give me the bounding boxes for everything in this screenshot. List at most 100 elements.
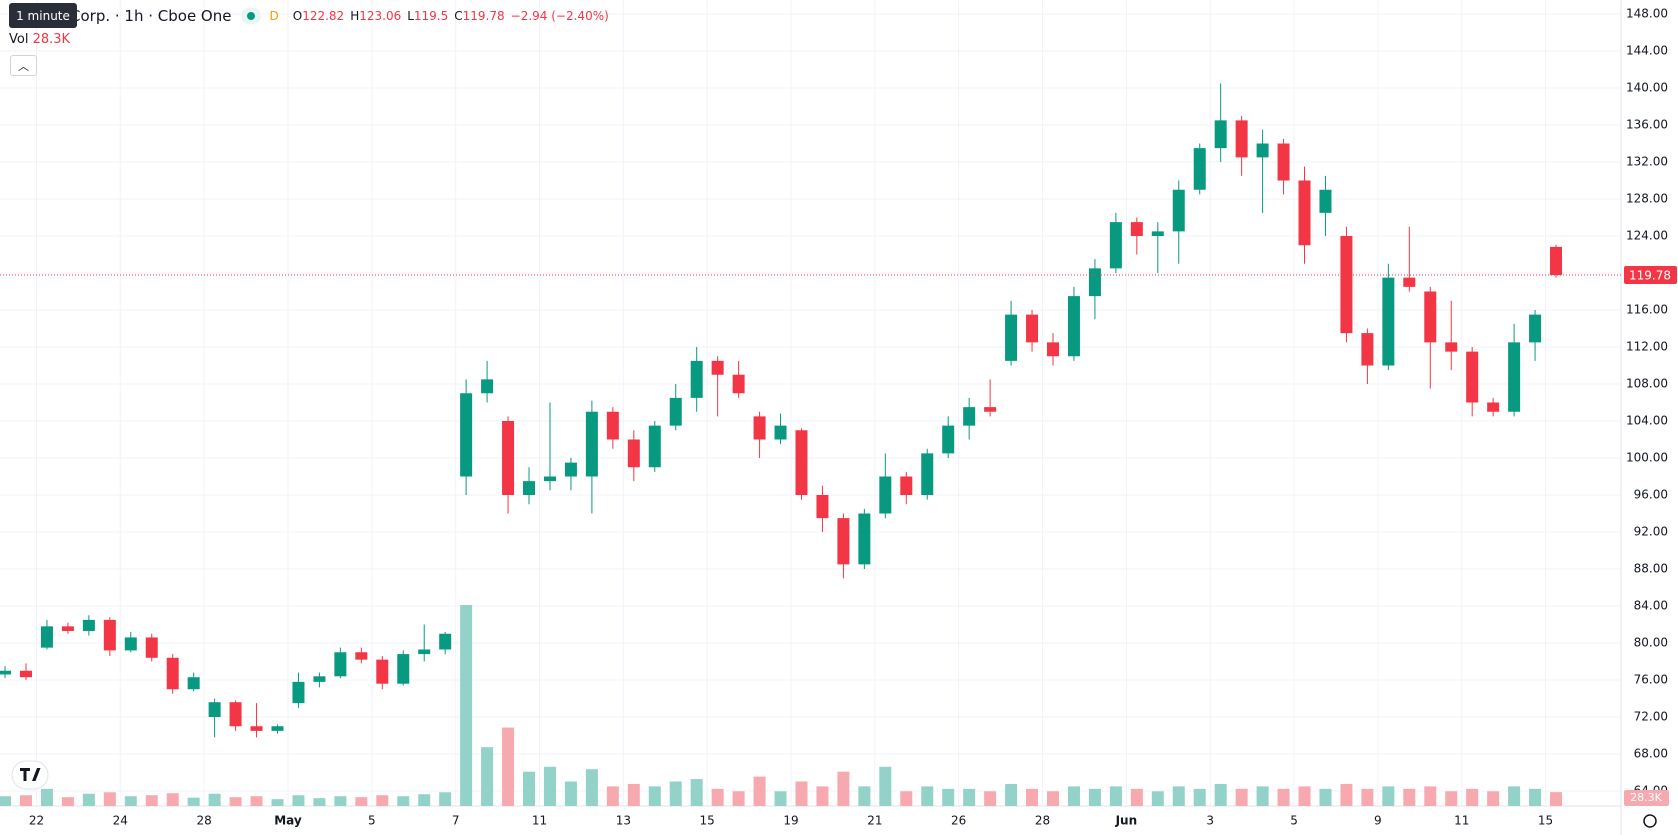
- volume-bar: [1109, 786, 1122, 806]
- volume-bar: [543, 766, 556, 806]
- candle-body: [82, 619, 95, 631]
- candle-body: [1109, 222, 1122, 269]
- timeframe-badge[interactable]: D: [269, 9, 279, 23]
- candle-body: [460, 393, 473, 477]
- last-price-label: 119.78: [1629, 269, 1671, 283]
- settings-icon[interactable]: [1643, 814, 1657, 828]
- candle-body: [1424, 291, 1437, 343]
- logo-badge: [11, 760, 49, 790]
- candle-body: [1445, 342, 1458, 352]
- volume-bar: [1047, 791, 1060, 806]
- volume-bar: [124, 796, 137, 806]
- volume-bar: [669, 781, 682, 806]
- volume-bar: [690, 779, 703, 806]
- volume-bar: [145, 795, 158, 806]
- volume-bar: [774, 791, 787, 806]
- candle-body: [711, 360, 724, 375]
- y-tick-label: 116.00: [1626, 303, 1668, 317]
- volume-bar: [523, 771, 536, 806]
- candle-body: [1256, 143, 1269, 158]
- open-value: 122.82: [302, 9, 345, 23]
- x-tick-label: 13: [616, 814, 631, 828]
- volume-bar: [1005, 783, 1018, 806]
- volume-bar: [942, 788, 955, 806]
- x-tick-label: 5: [368, 814, 376, 828]
- volume-bar: [1026, 788, 1039, 806]
- x-tick-label: 5: [1290, 814, 1298, 828]
- volume-bar: [334, 796, 347, 806]
- candle-body: [627, 439, 640, 468]
- candle-body: [0, 670, 12, 675]
- volume-bar: [1508, 786, 1521, 806]
- volume-bar: [397, 796, 410, 806]
- volume-bar: [1550, 792, 1563, 806]
- candle-body: [732, 374, 745, 394]
- candle-body: [543, 476, 556, 482]
- volume-bar: [1424, 786, 1437, 806]
- volume-bar: [61, 797, 74, 806]
- candle-body: [1235, 120, 1248, 158]
- volume-bar: [564, 781, 577, 806]
- volume-bar: [502, 727, 515, 806]
- y-tick-label: 96.00: [1634, 488, 1668, 502]
- candle-body: [208, 702, 221, 717]
- x-tick-label: 19: [783, 814, 798, 828]
- y-tick-label: 80.00: [1634, 636, 1668, 650]
- volume-bar: [355, 797, 368, 806]
- volume-bar: [82, 793, 95, 806]
- volume-legend: Vol 28.3K: [9, 32, 70, 47]
- y-tick-label: 88.00: [1634, 562, 1668, 576]
- y-tick-label: 124.00: [1626, 229, 1668, 243]
- y-tick-label: 140.00: [1626, 81, 1668, 95]
- candle-body: [690, 360, 703, 398]
- candle-body: [481, 379, 494, 394]
- collapse-button[interactable]: ︿: [10, 55, 37, 76]
- candle-body: [1172, 189, 1185, 232]
- volume-bar: [1466, 788, 1479, 806]
- candle-body: [397, 654, 410, 684]
- x-tick-label: 22: [29, 814, 44, 828]
- candle-body: [61, 626, 74, 631]
- y-tick-label: 68.00: [1634, 747, 1668, 761]
- volume-bar: [795, 781, 808, 806]
- symbol-legend: Corp. · 1h · Cboe One D O 122.82 H 123.06 …: [70, 5, 609, 27]
- volume-bar: [1214, 783, 1227, 806]
- volume-bar: [921, 786, 934, 806]
- volume-bar: [1403, 788, 1416, 806]
- candle-body: [774, 425, 787, 440]
- x-tick-label: 3: [1206, 814, 1214, 828]
- ohlc-letter: H: [350, 9, 360, 23]
- y-tick-label: 108.00: [1626, 377, 1668, 391]
- y-tick-label: 136.00: [1626, 118, 1668, 132]
- volume-bar: [1193, 788, 1206, 806]
- candle-body: [1298, 180, 1311, 246]
- candle-body: [292, 681, 305, 704]
- candle-body: [858, 513, 871, 565]
- volume-bar: [313, 798, 326, 806]
- volume-bar: [963, 788, 976, 806]
- volume-bar: [187, 797, 200, 806]
- volume-bar: [837, 771, 850, 806]
- volume-bar: [250, 796, 263, 806]
- volume-bar: [984, 791, 997, 806]
- volume-bar: [1067, 786, 1080, 806]
- candle-body: [1130, 222, 1143, 236]
- candle-body: [1277, 143, 1290, 181]
- candle-body: [963, 407, 976, 426]
- volume-bar: [1151, 791, 1164, 806]
- volume-bar: [1487, 791, 1500, 806]
- volume-bar: [1088, 788, 1101, 806]
- candle-body: [816, 495, 829, 519]
- candle-body: [900, 476, 913, 495]
- y-tick-label: 76.00: [1634, 673, 1668, 687]
- volume-bar: [606, 786, 619, 806]
- volume-bar: [1319, 788, 1332, 806]
- candle-body: [418, 649, 431, 655]
- x-tick-label: 28: [197, 814, 212, 828]
- high-value: 123.06: [359, 9, 402, 23]
- status-dot[interactable]: [241, 8, 262, 24]
- volume-bar: [858, 786, 871, 806]
- volume-bar: [1529, 788, 1542, 806]
- y-tick-label: 128.00: [1626, 192, 1668, 206]
